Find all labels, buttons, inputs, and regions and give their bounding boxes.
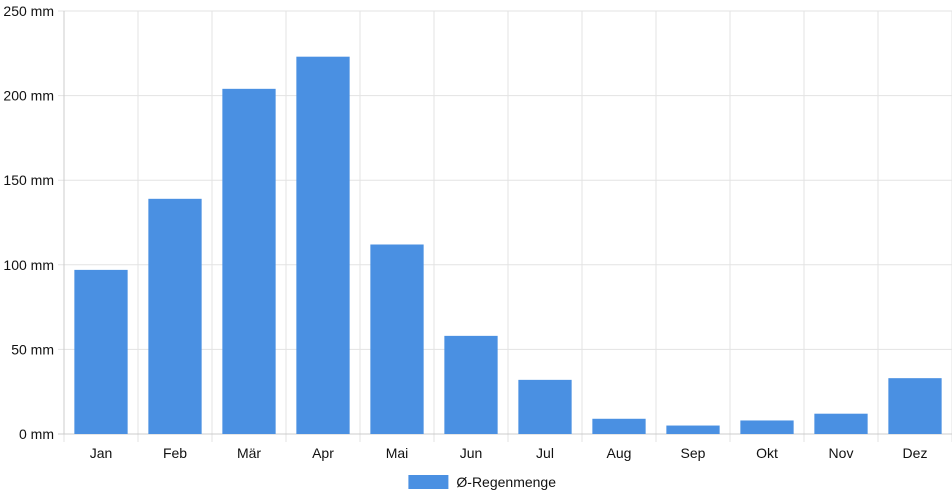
y-tick-label: 100 mm xyxy=(3,257,54,273)
bar-jun[interactable] xyxy=(444,335,498,434)
x-tick-label: Nov xyxy=(829,445,854,461)
x-tick-label: Apr xyxy=(312,445,334,461)
x-tick-label: Sep xyxy=(681,445,706,461)
x-tick-label: Dez xyxy=(903,445,928,461)
legend[interactable]: Ø-Regenmenge xyxy=(408,474,556,490)
bar-feb[interactable] xyxy=(148,198,202,434)
grid-lines xyxy=(58,10,952,442)
bar-okt[interactable] xyxy=(740,420,794,434)
x-tick-label: Feb xyxy=(163,445,187,461)
bar-aug[interactable] xyxy=(592,418,646,434)
x-tick-label: Jun xyxy=(460,445,483,461)
y-tick-label: 0 mm xyxy=(19,426,54,442)
bar-mai[interactable] xyxy=(370,244,424,434)
tick-labels: 0 mm 50 mm 100 mm 150 mm 200 mm 250 mm Jan Feb M… xyxy=(3,3,927,461)
x-tick-label: Aug xyxy=(607,445,632,461)
bar-series xyxy=(74,56,942,435)
legend-swatch[interactable] xyxy=(408,475,449,489)
y-tick-label: 250 mm xyxy=(3,3,54,19)
bar-jan[interactable] xyxy=(74,269,128,434)
bar-sep[interactable] xyxy=(666,425,720,434)
legend-label[interactable]: Ø-Regenmenge xyxy=(456,474,556,490)
x-tick-label: Jan xyxy=(90,445,113,461)
y-tick-label: 200 mm xyxy=(3,88,54,104)
x-tick-label: Jul xyxy=(536,445,554,461)
axes xyxy=(58,11,952,435)
y-tick-label: 50 mm xyxy=(11,341,54,357)
x-tick-label: Okt xyxy=(756,445,778,461)
y-tick-label: 150 mm xyxy=(3,172,54,188)
x-tick-label: Mai xyxy=(386,445,409,461)
bar-nov[interactable] xyxy=(814,413,868,434)
x-tick-label: Mär xyxy=(237,445,261,461)
bar-mär[interactable] xyxy=(222,88,276,434)
bar-dez[interactable] xyxy=(888,378,942,434)
bar-apr[interactable] xyxy=(296,56,350,435)
bar-jul[interactable] xyxy=(518,379,572,434)
